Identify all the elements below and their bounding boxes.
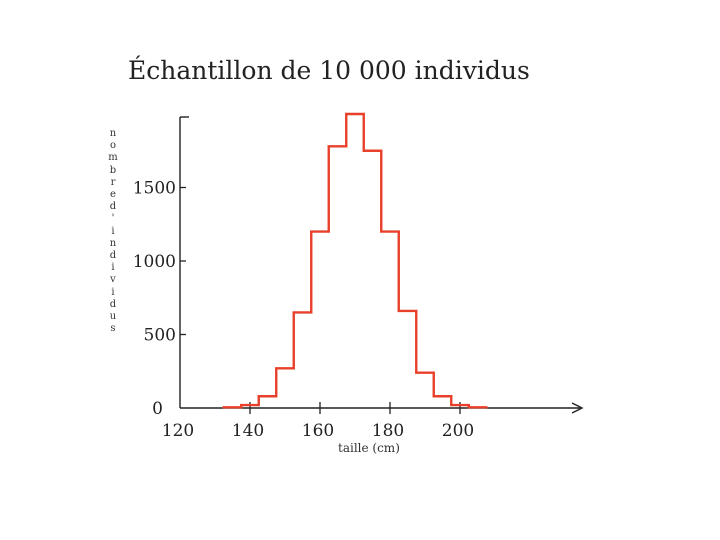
y-tick-label-500: 500 [144, 326, 176, 346]
x-tick-label-140: 140 [232, 421, 264, 441]
y-tick-label-1000: 1000 [133, 252, 176, 272]
y-axis-label: n o m b r e d ' i n d i v i d u s [108, 128, 118, 335]
y-tick-label-1500: 1500 [133, 179, 176, 199]
tick-labels: 120 140 160 180 200 0 500 1000 1500 [133, 179, 474, 442]
x-tick-label-180: 180 [372, 421, 404, 441]
y-tick-label-0: 0 [152, 399, 163, 419]
x-tick-label-120: 120 [162, 421, 194, 441]
x-tick-label-160: 160 [302, 421, 334, 441]
x-tick-label-200: 200 [442, 421, 474, 441]
x-axis-arrow [571, 402, 584, 414]
histogram-steps [222, 112, 488, 409]
x-axis-label: taille (cm) [338, 441, 400, 455]
chart-title: Échantillon de 10 000 individus [128, 56, 530, 85]
